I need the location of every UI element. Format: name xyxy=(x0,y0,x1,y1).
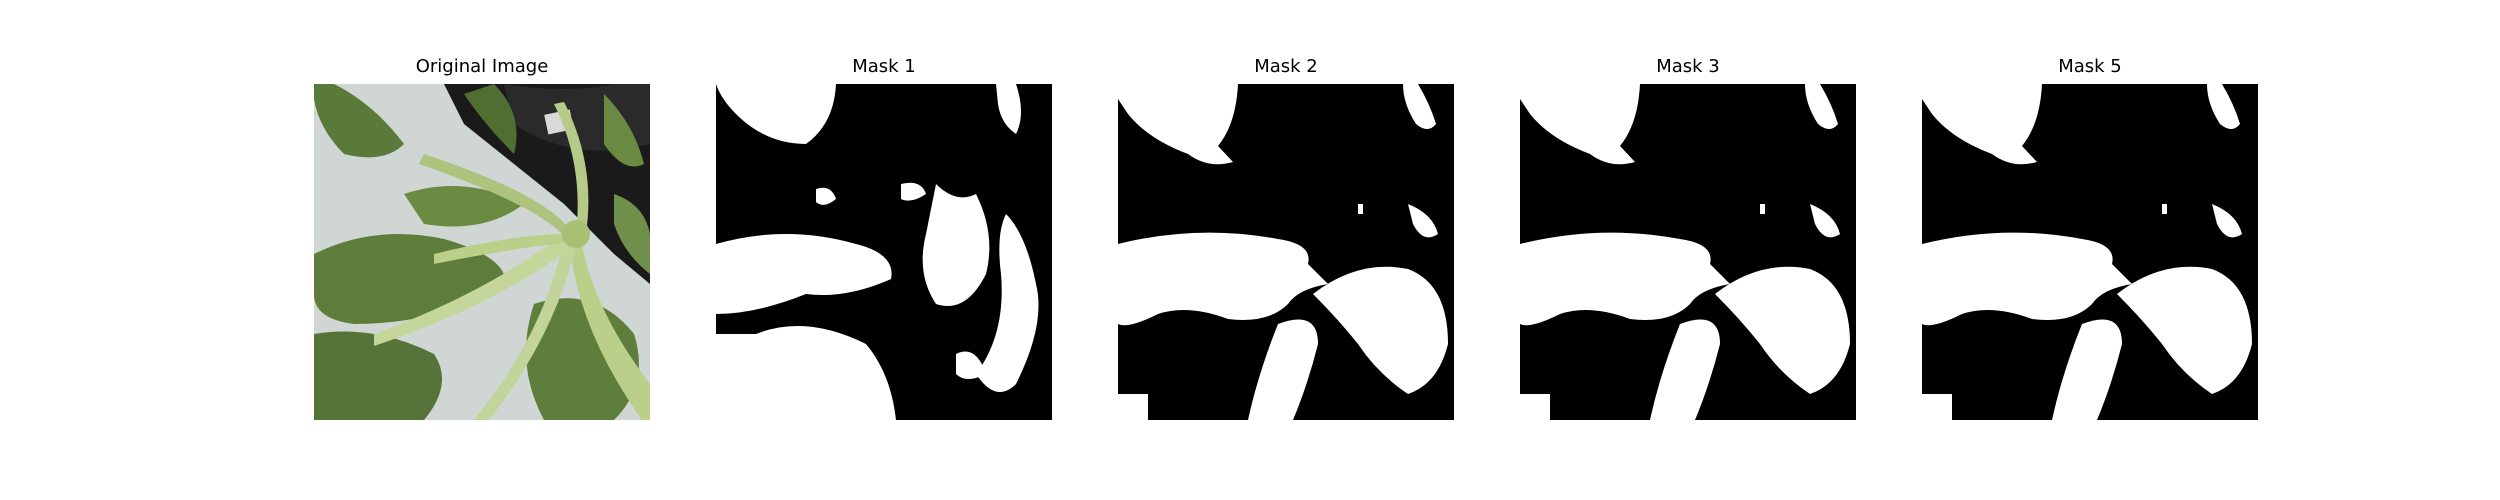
mask-1-svg xyxy=(716,84,1052,420)
original-plant-photo xyxy=(314,84,650,420)
mask-1-image xyxy=(716,84,1052,420)
mask-2-image xyxy=(1118,84,1454,420)
mask-3-svg xyxy=(1520,84,1856,420)
panel-title: Original Image xyxy=(415,56,549,77)
mask-5-image xyxy=(1922,84,2258,420)
panel-title: Mask 3 xyxy=(1656,56,1720,77)
panel-title: Mask 5 xyxy=(2058,56,2122,77)
panel-title: Mask 1 xyxy=(852,56,916,77)
mask-5-svg xyxy=(1922,84,2258,420)
plant-photo-svg xyxy=(314,84,650,420)
mask-3-image xyxy=(1520,84,1856,420)
mask-2-svg xyxy=(1118,84,1454,420)
panel-title: Mask 2 xyxy=(1254,56,1318,77)
